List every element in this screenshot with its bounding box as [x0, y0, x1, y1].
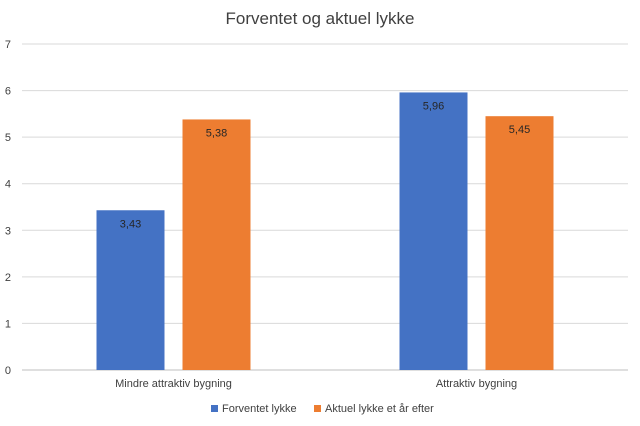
- y-tick-label: 6: [5, 86, 11, 98]
- data-label: 3,43: [120, 218, 141, 230]
- bar-aktuel-1: [485, 116, 554, 370]
- data-labels: 3,43 5,38 5,96 5,45: [120, 100, 530, 230]
- y-tick-label: 2: [5, 272, 11, 284]
- legend-label: Aktuel lykke et år efter: [325, 403, 434, 415]
- y-tick-label: 4: [5, 179, 11, 191]
- chart-title: Forventet og aktuel lykke: [226, 9, 415, 28]
- legend: Forventet lykke Aktuel lykke et år efter: [211, 403, 434, 415]
- data-label: 5,45: [509, 124, 530, 136]
- legend-swatch: [211, 405, 218, 412]
- x-category-label: Attraktiv bygning: [436, 378, 517, 390]
- data-label: 5,96: [423, 100, 444, 112]
- y-tick-label: 0: [5, 365, 11, 377]
- bar-forventet-1: [399, 92, 468, 370]
- bar-forventet-0: [96, 210, 165, 370]
- y-tick-label: 1: [5, 318, 11, 330]
- bars: [96, 92, 554, 371]
- x-axis-categories: Mindre attraktiv bygning Attraktiv bygnin…: [115, 378, 517, 390]
- y-tick-label: 7: [5, 39, 11, 51]
- y-tick-label: 5: [5, 132, 11, 144]
- data-label: 5,38: [206, 127, 227, 139]
- y-tick-label: 3: [5, 225, 11, 237]
- x-category-label: Mindre attraktiv bygning: [115, 378, 232, 390]
- legend-label: Forventet lykke: [222, 403, 297, 415]
- y-axis-ticks: 0 1 2 3 4 5 6 7: [5, 39, 11, 377]
- bar-aktuel-0: [182, 119, 251, 371]
- legend-swatch: [314, 405, 321, 412]
